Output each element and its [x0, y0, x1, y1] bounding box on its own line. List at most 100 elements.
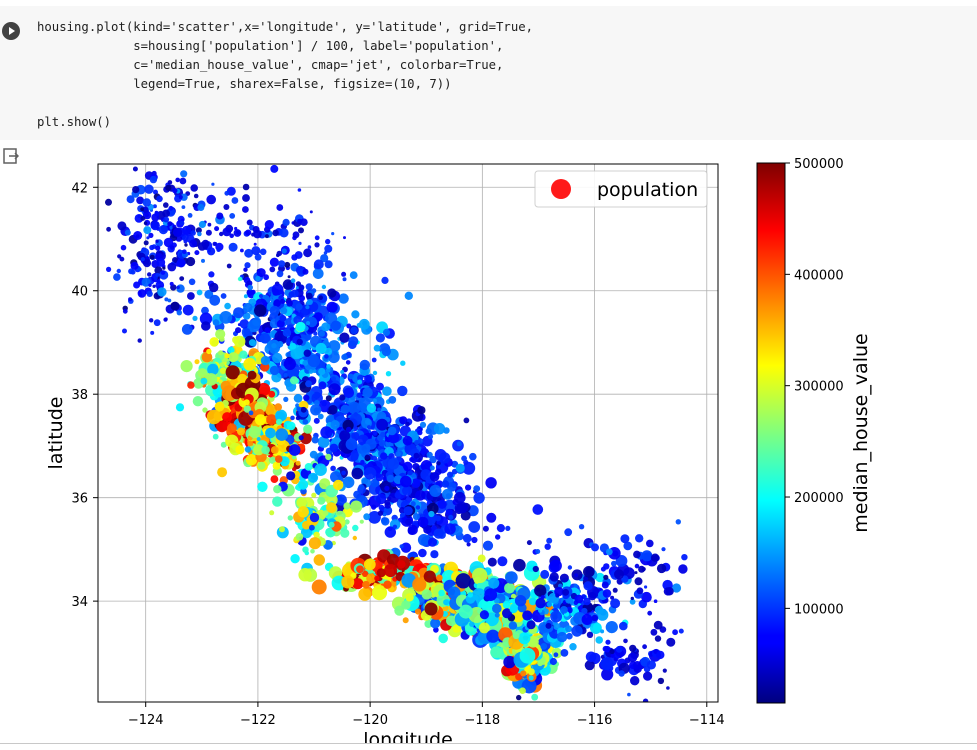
scatter-point — [192, 315, 198, 321]
scatter-point — [400, 475, 412, 488]
scatter-point — [146, 236, 150, 240]
scatter-point — [555, 593, 560, 598]
scatter-point — [603, 574, 609, 580]
scatter-point — [295, 460, 301, 466]
scatter-point — [148, 283, 152, 287]
scatter-point — [384, 499, 391, 506]
scatter-point — [642, 698, 649, 702]
scatter-point — [461, 455, 467, 462]
code-cell[interactable]: housing.plot(kind='scatter',x='longitude… — [0, 6, 977, 140]
scatter-point — [487, 557, 497, 567]
scatter-point — [158, 225, 168, 235]
play-icon[interactable] — [2, 22, 20, 40]
scatter-point — [150, 330, 155, 335]
scatter-point — [594, 605, 604, 615]
scatter-point — [610, 653, 615, 658]
scatter-point — [402, 461, 413, 472]
scatter-point — [137, 338, 142, 343]
scatter-point — [405, 593, 414, 602]
scatter-point — [417, 430, 423, 436]
scatter-point — [175, 403, 185, 412]
scatter-point — [289, 342, 297, 350]
scatter-point — [610, 595, 615, 600]
scatter-point — [471, 536, 478, 544]
colorbar: 100000 200000 300000 400000 500000 median_ho… — [756, 157, 872, 704]
scatter-point — [260, 355, 271, 366]
scatter-point — [456, 501, 468, 514]
scatter-point — [427, 537, 438, 547]
scatter-point — [300, 406, 307, 413]
scatter-point — [482, 540, 494, 551]
scatter-point — [540, 569, 550, 579]
scatter-point — [216, 420, 228, 433]
scatter-point — [468, 521, 481, 533]
scatter-point — [155, 239, 159, 243]
scatter-point — [314, 463, 327, 477]
scatter-point — [278, 260, 286, 268]
scatter-point — [653, 620, 663, 630]
scatter-point — [106, 226, 111, 232]
scatter-point — [229, 213, 236, 219]
scatter-point — [627, 692, 631, 697]
scatter-point — [358, 587, 372, 601]
scatter-point — [311, 436, 319, 444]
scatter-point — [170, 301, 180, 311]
scatter-point — [412, 577, 427, 592]
scatter-point — [623, 638, 628, 644]
scatter-point — [502, 601, 511, 609]
scatter-point — [239, 147, 248, 156]
scatter-point — [423, 570, 436, 583]
scatter-point — [322, 510, 329, 516]
scatter-point — [270, 446, 279, 454]
scatter-point — [175, 177, 180, 183]
scatter-point — [611, 560, 617, 567]
scatter-point — [566, 632, 573, 640]
y-tick-label: 42 — [71, 181, 88, 196]
scatter-point — [371, 585, 388, 601]
scatter-point — [298, 284, 305, 291]
scatter-point — [233, 229, 242, 237]
scatter-point — [443, 599, 450, 606]
scatter-point — [308, 369, 314, 374]
scatter-point — [394, 605, 405, 616]
scatter-point — [438, 633, 449, 644]
scatter-point — [383, 507, 390, 513]
scatter-point — [276, 270, 284, 278]
scatter-point — [233, 335, 246, 348]
scatter-point — [318, 330, 326, 337]
scatter-point — [204, 373, 218, 386]
scatter-point — [283, 357, 296, 371]
scatter-point — [562, 588, 570, 596]
scatter-point — [321, 284, 327, 290]
scatter-point — [270, 475, 279, 483]
scatter-point — [376, 568, 386, 578]
scatter-point — [206, 348, 212, 355]
code-editor[interactable]: housing.plot(kind='scatter',x='longitude… — [37, 18, 533, 132]
scatter-point — [244, 446, 252, 453]
output-toggle-icon[interactable] — [3, 148, 19, 164]
scatter-point — [189, 239, 198, 248]
scatter-point — [307, 472, 319, 483]
scatter-point — [271, 283, 284, 296]
scatter-point — [311, 392, 323, 404]
scatter-point — [122, 308, 128, 314]
scatter-point — [600, 629, 605, 634]
scatter-point — [302, 419, 309, 425]
scatter-point — [455, 463, 465, 473]
scatter-point — [251, 246, 261, 256]
scatter-point — [366, 425, 372, 430]
scatter-point — [496, 524, 505, 533]
scatter-point — [415, 505, 421, 510]
scatter-point — [201, 351, 213, 363]
scatter-point — [120, 244, 127, 251]
scatter-point — [502, 608, 512, 619]
scatter-point — [473, 485, 481, 493]
scatter-point — [558, 583, 563, 588]
scatter-point — [340, 370, 345, 374]
scatter-point — [212, 433, 219, 440]
scatter-point — [182, 249, 187, 254]
scatter-point — [198, 220, 206, 229]
scatter-point — [444, 523, 456, 535]
scatter-point — [423, 525, 432, 534]
scatter-point — [275, 409, 287, 422]
